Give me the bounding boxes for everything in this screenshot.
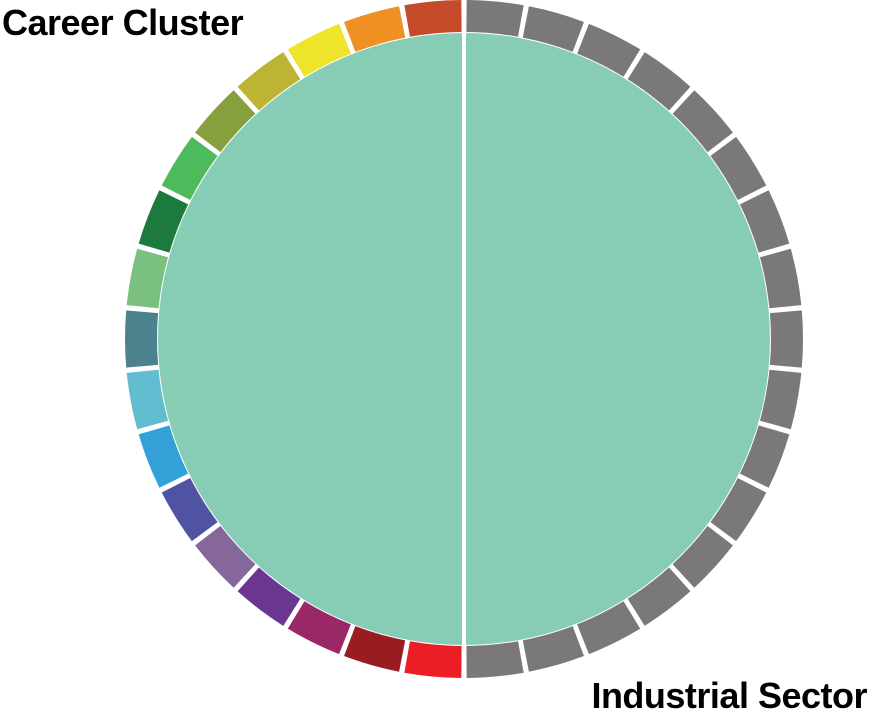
- career-cluster-segment: [287, 601, 351, 655]
- career-cluster-segment: [404, 641, 462, 678]
- career-cluster-segment: [237, 567, 301, 626]
- industrial-sector-segment: [739, 425, 790, 488]
- career-cluster-segment: [195, 525, 256, 588]
- industrial-sector-segment: [739, 190, 790, 253]
- industrial-sector-segment: [577, 601, 641, 655]
- career-cluster-segment: [161, 136, 218, 201]
- career-cluster-segment: [126, 248, 169, 309]
- industrial-sector-segment: [710, 136, 767, 201]
- career-cluster-segment: [344, 626, 406, 672]
- career-cluster-label: Career Cluster: [2, 2, 244, 43]
- career-cluster-segment: [138, 425, 189, 488]
- industrial-sector-segment: [759, 248, 802, 309]
- industrial-sector-segment: [466, 641, 524, 678]
- industrial-sector-segment: [522, 6, 584, 52]
- career-cluster-segment: [404, 0, 462, 37]
- career-cluster-segment: [237, 52, 301, 111]
- career-cluster-segment: [161, 477, 218, 542]
- career-cluster-segment: [126, 369, 169, 430]
- career-cluster-segment: [195, 90, 256, 153]
- industrial-sector-segment: [769, 310, 803, 368]
- industrial-sector-segment: [522, 626, 584, 672]
- industrial-sector-label: Industrial Sector: [591, 675, 867, 716]
- career-cluster-segment: [287, 23, 351, 77]
- industrial-sector-segment: [577, 23, 641, 77]
- industrial-sector-segment: [672, 90, 733, 153]
- industrial-sector-segment: [759, 369, 802, 430]
- industrial-sector-segment: [627, 52, 691, 111]
- industrial-sector-segment: [672, 525, 733, 588]
- industrial-sector-segment: [710, 477, 767, 542]
- career-cluster-segment: [138, 190, 189, 253]
- career-cluster-segment: [124, 310, 159, 368]
- career-cluster-segment: [344, 6, 406, 52]
- industrial-sector-segment: [627, 567, 691, 626]
- industrial-sector-segment: [466, 0, 524, 37]
